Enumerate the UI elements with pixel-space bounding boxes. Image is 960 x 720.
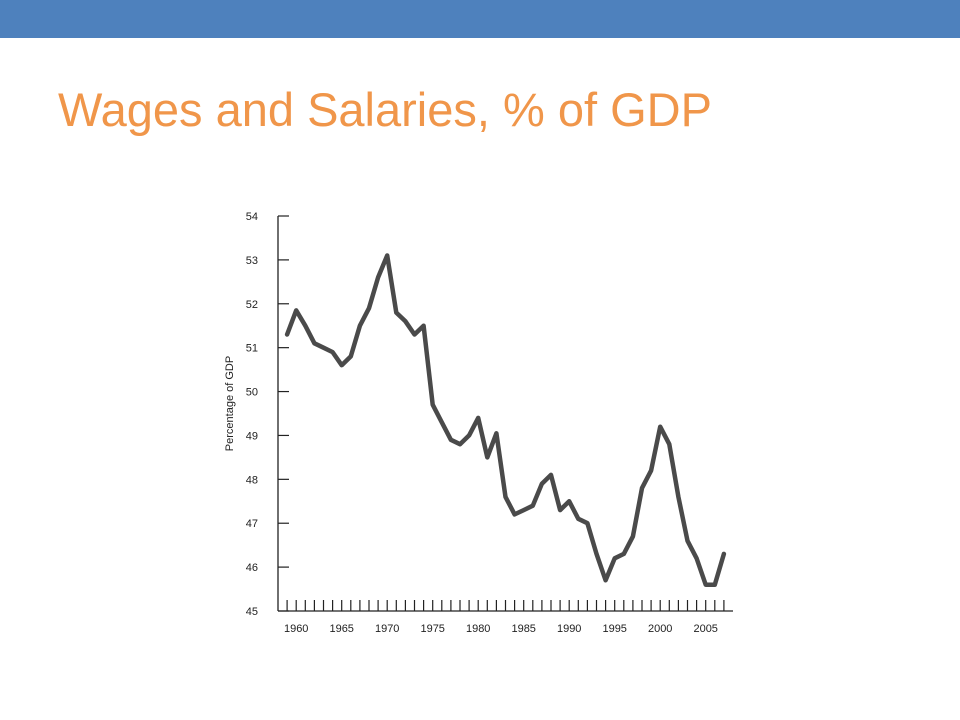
y-tick-label: 52 bbox=[246, 299, 258, 311]
y-tick-label: 49 bbox=[246, 430, 258, 442]
y-tick-label: 46 bbox=[246, 562, 258, 574]
x-tick-label: 1965 bbox=[329, 623, 353, 635]
x-tick-label: 1975 bbox=[420, 623, 444, 635]
y-tick-label: 53 bbox=[246, 255, 258, 267]
x-tick-label: 1985 bbox=[511, 623, 535, 635]
y-axis-title: Percentage of GDP bbox=[224, 356, 236, 451]
series-line bbox=[284, 253, 727, 587]
x-tick-label: 1970 bbox=[375, 623, 399, 635]
y-axis-ticks: 45 46 47 48 49 50 51 52 53 54 bbox=[246, 211, 289, 618]
y-tick-label: 47 bbox=[246, 518, 258, 530]
x-axis-ticks: 1960 1965 1970 1975 1980 1985 1990 1995 2000 2005 bbox=[284, 600, 725, 635]
y-tick-label: 45 bbox=[246, 606, 258, 618]
axes bbox=[277, 216, 733, 612]
x-tick-label: 2000 bbox=[648, 623, 672, 635]
slide-title: Wages and Salaries, % of GDP bbox=[58, 83, 712, 136]
x-tick-label: 1990 bbox=[557, 623, 581, 635]
series-layer bbox=[284, 253, 727, 587]
y-tick-label: 50 bbox=[246, 387, 258, 399]
x-tick-label: 2005 bbox=[693, 623, 717, 635]
x-tick-label: 1980 bbox=[466, 623, 490, 635]
y-tick-label: 48 bbox=[246, 474, 258, 486]
x-tick-label: 1995 bbox=[602, 623, 626, 635]
x-tick-label: 1960 bbox=[284, 623, 308, 635]
y-tick-label: 54 bbox=[246, 211, 258, 223]
y-tick-label: 51 bbox=[246, 343, 258, 355]
top-accent-bar bbox=[0, 0, 960, 38]
